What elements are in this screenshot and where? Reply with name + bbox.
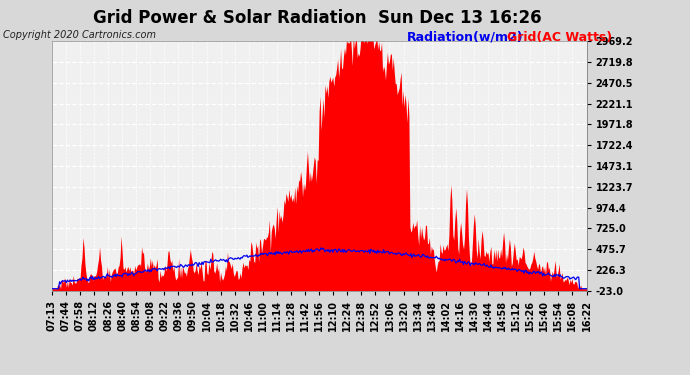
Text: Grid Power & Solar Radiation  Sun Dec 13 16:26: Grid Power & Solar Radiation Sun Dec 13 … (93, 9, 542, 27)
Text: Radiation(w/m2): Radiation(w/m2) (407, 31, 524, 44)
Text: Grid(AC Watts): Grid(AC Watts) (507, 31, 612, 44)
Text: Copyright 2020 Cartronics.com: Copyright 2020 Cartronics.com (3, 30, 157, 40)
